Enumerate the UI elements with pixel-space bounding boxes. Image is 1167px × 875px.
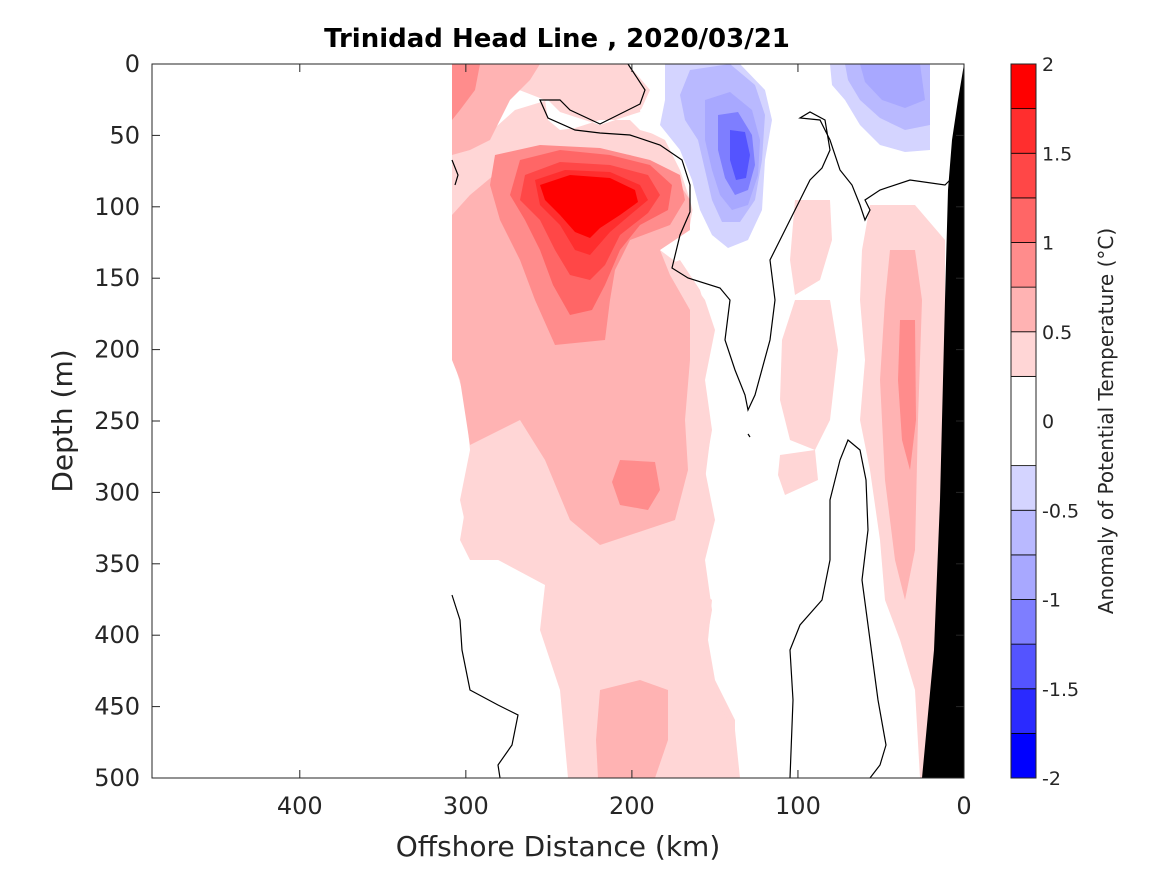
colorbar-tick-label: 2	[1042, 54, 1054, 76]
colorbar-swatch	[1010, 688, 1037, 734]
y-tick-label: 200	[94, 336, 140, 364]
colorbar-tick-label: 0	[1042, 411, 1054, 433]
colorbar-swatch	[1010, 643, 1037, 690]
colorbar-swatch	[1010, 286, 1037, 333]
colorbar-swatch	[1010, 599, 1037, 645]
colorbar-swatch	[1010, 108, 1037, 154]
zero-contour-lines	[451, 64, 951, 778]
colorbar-frame	[1010, 63, 1037, 779]
y-tick-label: 250	[94, 407, 140, 435]
y-tick-label: 500	[94, 764, 140, 792]
x-axis-label: Offshore Distance (km)	[396, 830, 721, 863]
colorbar-tick-label: 1.5	[1042, 143, 1072, 165]
y-axis-label: Depth (m)	[46, 349, 79, 492]
colorbar-tick-label: -1.5	[1042, 679, 1079, 701]
colorbar-swatch	[1010, 152, 1037, 199]
y-tick-label: 150	[94, 264, 140, 292]
colorbar-tick-label: 1	[1042, 233, 1054, 255]
colorbar-tick-label: -1	[1042, 590, 1061, 612]
y-tick-label: 50	[109, 121, 140, 149]
colorbar-swatch	[1010, 465, 1037, 511]
anomaly-fill-cold-1-b	[860, 64, 925, 108]
zero-contour-line	[451, 594, 519, 778]
zero-contour-line	[451, 159, 459, 186]
seafloor-bathymetry	[922, 64, 964, 778]
anomaly-fill-warm-025-e	[778, 450, 818, 495]
anomaly-fill-warm-075	[452, 64, 480, 120]
colorbar-label: Anomaly of Potential Temperature (°C)	[1094, 228, 1118, 614]
colorbar-tick-label: 0.5	[1042, 322, 1072, 344]
anomaly-fill-warm-175	[540, 175, 638, 238]
anomaly-fill-warm-075-d	[898, 320, 916, 470]
anomaly-fill-warm-025-c	[790, 200, 832, 295]
x-axis: 400 300 200 100 0	[277, 64, 972, 820]
zero-contour-line	[539, 64, 951, 412]
y-tick-label: 400	[94, 621, 140, 649]
x-tick-label: 300	[443, 792, 489, 820]
chart-title: Trinidad Head Line , 2020/03/21	[324, 24, 790, 54]
heatmap-field	[451, 64, 964, 778]
colorbar-swatch	[1010, 509, 1037, 556]
colorbar-swatch	[1010, 242, 1037, 288]
x-tick-label: 200	[609, 792, 655, 820]
y-axis: 0 50 100 150 200 250 300 350 400 450 500	[94, 50, 964, 792]
colorbar-tick-label: -0.5	[1042, 500, 1079, 522]
anomaly-fill-cold-15	[730, 130, 750, 180]
colorbar-swatch	[1010, 63, 1037, 110]
zero-contour-line	[789, 439, 887, 778]
anomaly-fill-warm-05-c	[596, 680, 668, 778]
y-tick-label: 450	[94, 693, 140, 721]
y-tick-label: 300	[94, 478, 140, 506]
y-tick-label: 350	[94, 550, 140, 578]
colorbar-swatch	[1010, 375, 1037, 467]
x-tick-label: 0	[956, 792, 971, 820]
x-tick-label: 100	[775, 792, 821, 820]
colorbar: 2 1.5 1 0.5 0 -0.5 -1 -1.5 -2	[1010, 54, 1079, 790]
colorbar-swatch	[1010, 554, 1037, 600]
y-tick-label: 100	[94, 193, 140, 221]
x-tick-label: 400	[277, 792, 323, 820]
colorbar-swatch	[1010, 732, 1037, 779]
y-tick-label: 0	[125, 50, 140, 78]
colorbar-swatch	[1010, 197, 1037, 243]
anomaly-fill-warm-075-c	[612, 460, 660, 510]
anomaly-fill-warm-05-b	[452, 148, 690, 545]
anomaly-fill-warm-025-d	[780, 300, 838, 450]
zero-contour-line	[747, 433, 751, 438]
colorbar-tick-label: -2	[1042, 768, 1061, 790]
anomaly-fill-cold-025-c	[820, 660, 850, 725]
colorbar-swatch	[1010, 331, 1037, 377]
